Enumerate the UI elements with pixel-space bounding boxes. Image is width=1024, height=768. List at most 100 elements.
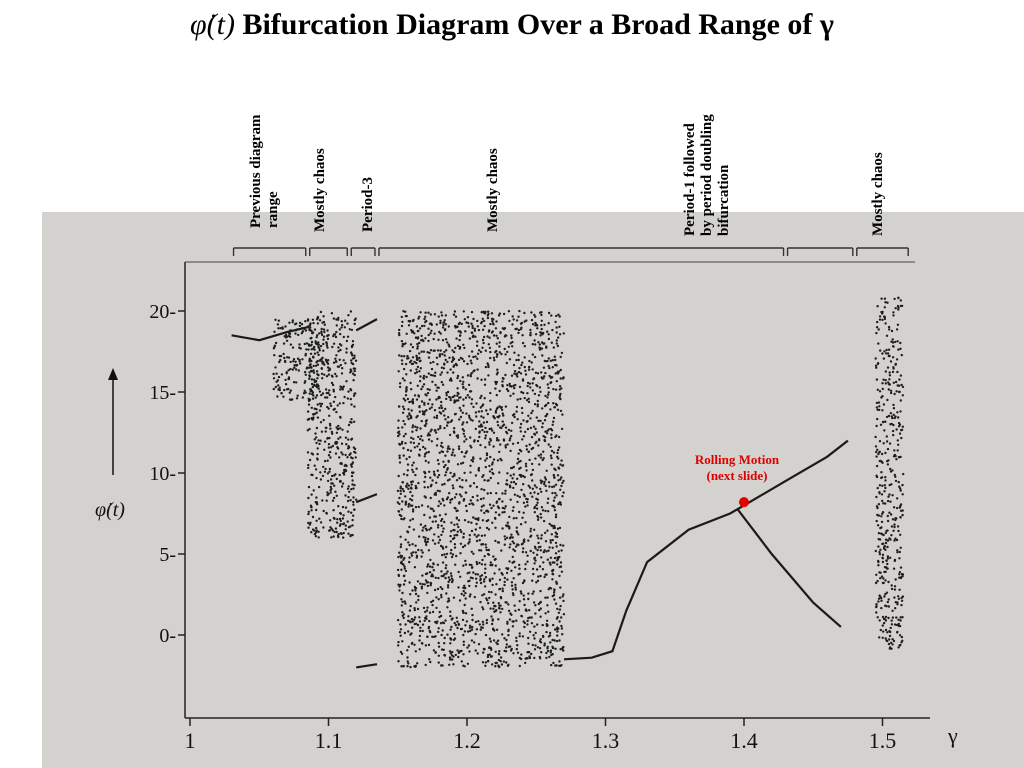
data-point	[901, 493, 904, 496]
data-point	[402, 616, 405, 620]
data-point	[504, 426, 508, 429]
data-point	[475, 402, 478, 405]
data-point	[350, 474, 354, 478]
data-point	[308, 523, 312, 526]
data-point	[453, 310, 457, 313]
data-point	[468, 624, 472, 627]
data-point	[479, 423, 483, 426]
data-point	[551, 578, 554, 581]
data-point	[523, 495, 526, 498]
data-point	[454, 412, 457, 416]
data-point	[482, 474, 485, 477]
data-point	[482, 608, 485, 611]
data-point	[428, 571, 432, 574]
data-point	[411, 626, 414, 629]
data-point	[431, 539, 435, 542]
data-point	[522, 547, 525, 550]
data-point	[436, 587, 440, 591]
data-point	[556, 563, 559, 566]
data-point	[295, 397, 299, 400]
data-point	[339, 388, 342, 391]
data-point	[524, 373, 528, 376]
data-point	[413, 332, 416, 335]
data-point	[456, 344, 460, 348]
data-point	[481, 661, 485, 664]
data-point	[461, 376, 464, 379]
data-point	[457, 358, 461, 362]
data-point	[541, 568, 545, 571]
data-point	[455, 554, 458, 558]
data-point	[535, 486, 538, 489]
data-point	[899, 509, 903, 512]
data-point	[465, 620, 469, 623]
data-point	[450, 580, 454, 584]
data-point	[462, 640, 465, 643]
data-point	[468, 337, 472, 340]
data-point	[307, 512, 310, 516]
data-point	[407, 324, 411, 327]
data-point	[547, 393, 550, 396]
data-point	[331, 383, 335, 387]
data-point	[450, 555, 454, 559]
data-point	[409, 604, 412, 608]
data-point	[298, 321, 302, 324]
data-point	[316, 359, 319, 363]
data-point	[553, 509, 557, 512]
data-point	[524, 657, 527, 660]
data-point	[332, 342, 336, 345]
data-point	[501, 384, 504, 387]
data-point	[397, 370, 400, 373]
data-point	[448, 663, 451, 666]
data-point	[898, 557, 901, 560]
data-point	[305, 348, 308, 351]
data-point	[509, 498, 512, 501]
data-point	[901, 595, 905, 598]
data-point	[877, 560, 880, 564]
data-point	[327, 454, 331, 457]
data-point	[454, 326, 457, 329]
data-point	[900, 304, 904, 308]
data-point	[562, 645, 565, 649]
data-point	[410, 329, 413, 332]
data-point	[439, 319, 442, 322]
data-point	[400, 355, 403, 358]
data-point	[453, 399, 456, 402]
data-point	[884, 476, 887, 479]
data-point	[339, 519, 342, 523]
data-point	[883, 317, 887, 321]
data-point	[310, 531, 313, 534]
data-point	[901, 513, 904, 517]
data-point	[498, 351, 501, 354]
data-point	[527, 597, 530, 601]
data-point	[874, 581, 878, 585]
data-point	[459, 552, 462, 555]
data-point	[899, 299, 902, 302]
data-point	[896, 525, 900, 528]
data-point	[417, 442, 421, 445]
data-point	[349, 389, 353, 392]
data-point	[515, 405, 519, 409]
data-point	[336, 365, 340, 368]
data-point	[508, 439, 511, 442]
data-point	[490, 663, 494, 666]
data-point	[427, 402, 430, 405]
data-point	[470, 350, 474, 353]
data-point	[540, 537, 543, 540]
data-point	[444, 323, 448, 326]
data-point	[346, 456, 349, 459]
data-point	[332, 516, 336, 520]
data-point	[534, 371, 538, 374]
data-point	[549, 539, 552, 542]
data-point	[550, 436, 553, 440]
data-point	[558, 325, 561, 328]
region-label: Previous diagram range	[248, 114, 281, 228]
data-point	[431, 603, 434, 607]
data-point	[431, 610, 435, 614]
data-point	[338, 402, 341, 405]
data-point	[444, 358, 447, 362]
curve-period-1-upper-branch	[231, 326, 308, 342]
data-point	[549, 541, 552, 544]
data-point	[458, 501, 461, 504]
data-point	[877, 597, 881, 600]
data-point	[476, 352, 480, 355]
